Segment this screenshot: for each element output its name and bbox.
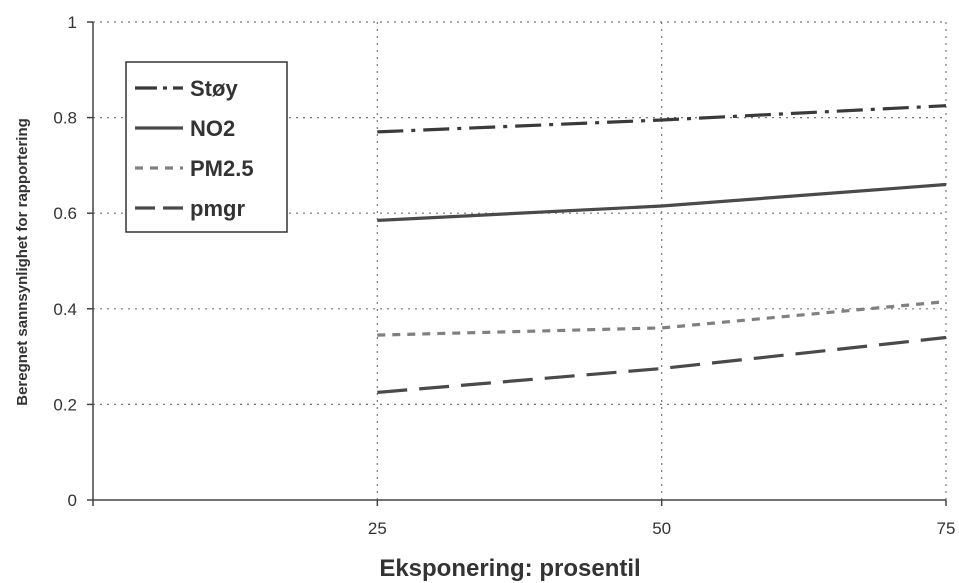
- legend-label: Støy: [190, 76, 238, 101]
- axes: [87, 21, 947, 506]
- legend-label: pmgr: [190, 196, 245, 221]
- grid-lines: [93, 21, 947, 500]
- series-line-pm25: [377, 300, 947, 337]
- y-tick-label: 1: [68, 13, 77, 32]
- x-tick-label: 25: [368, 519, 387, 538]
- y-axis-label: Beregnet sannsynlighet for rapportering: [14, 118, 31, 406]
- legend-label: PM2.5: [190, 156, 254, 181]
- series-lines: [377, 104, 947, 394]
- y-tick-label: 0: [68, 491, 77, 510]
- y-tick-label: 0.8: [53, 109, 77, 128]
- x-tick-label: 75: [937, 519, 956, 538]
- y-tick-label: 0.6: [53, 204, 77, 223]
- series-line-no2: [377, 182, 947, 222]
- legend-label: NO2: [190, 116, 235, 141]
- x-axis-label: Eksponering: prosentil: [379, 555, 640, 582]
- y-tick-label: 0.4: [53, 300, 77, 319]
- series-line-sty: [377, 104, 947, 134]
- y-tick-label: 0.2: [53, 395, 77, 414]
- legend-box: [125, 61, 288, 233]
- x-tick-labels: 25 50 75: [368, 519, 956, 538]
- series-line-pmgr: [377, 335, 947, 394]
- legend: Støy NO2 PM2.5 pmgr: [125, 61, 288, 233]
- y-tick-labels: 0 0.2 0.4 0.6 0.8 1: [53, 13, 77, 510]
- x-tick-label: 50: [652, 519, 671, 538]
